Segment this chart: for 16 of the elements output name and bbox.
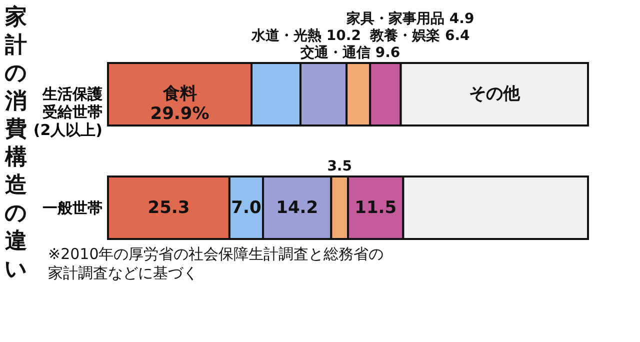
series-label: 食料 (162, 84, 197, 104)
text: 交通・通信 9.6 (300, 45, 400, 61)
text: 水道・光熱 10.2 (252, 28, 361, 44)
data-label: 29.9% (150, 104, 210, 124)
text: 家具・家事用品 4.9 (346, 11, 474, 27)
data-label: 3.5 (327, 158, 352, 175)
data-label: 11.5 (354, 198, 397, 218)
chart-title: 家計の消費構造の違い (4, 5, 28, 282)
series-label: その他 (468, 84, 521, 104)
y-tick-label: 生活保護受給世帯(2人以上) (33, 85, 102, 140)
y-tick-label: 一般世帯 (42, 198, 102, 217)
data-label: 14.2 (276, 198, 318, 218)
data-label: 7.0 (231, 198, 262, 218)
data-label: 25.3 (148, 198, 190, 218)
text: 教養・娯楽 6.4 (370, 28, 470, 44)
annotation: ※2010年の厚労省の社会保障生計調査と総務省の家計調査などに基づく (48, 245, 384, 282)
